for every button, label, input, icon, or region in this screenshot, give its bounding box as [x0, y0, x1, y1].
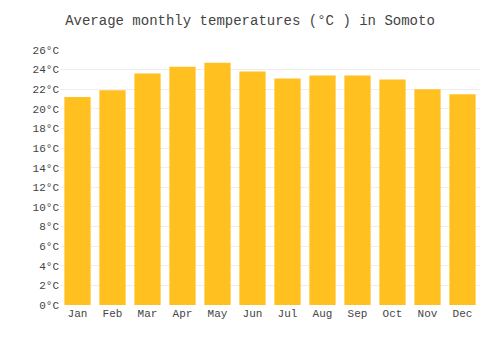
- svg-text:Feb: Feb: [103, 308, 123, 320]
- svg-text:Oct: Oct: [383, 308, 403, 320]
- svg-text:Jul: Jul: [278, 308, 298, 320]
- svg-text:Jan: Jan: [68, 308, 88, 320]
- svg-text:16°C: 16°C: [33, 143, 60, 155]
- svg-text:0°C: 0°C: [39, 300, 59, 312]
- svg-text:18°C: 18°C: [33, 123, 60, 135]
- svg-text:24°C: 24°C: [33, 64, 60, 76]
- svg-text:Jun: Jun: [243, 308, 263, 320]
- svg-text:Mar: Mar: [138, 308, 158, 320]
- svg-text:6°C: 6°C: [39, 241, 59, 253]
- svg-text:Average monthly temperatures (: Average monthly temperatures (°C ) in So…: [65, 13, 435, 29]
- svg-text:Apr: Apr: [173, 308, 193, 320]
- svg-text:Nov: Nov: [418, 308, 438, 320]
- svg-text:26°C: 26°C: [33, 45, 60, 57]
- svg-text:Sep: Sep: [348, 308, 368, 320]
- svg-text:Dec: Dec: [453, 308, 473, 320]
- svg-text:May: May: [208, 308, 228, 320]
- svg-text:20°C: 20°C: [33, 104, 60, 116]
- svg-text:Aug: Aug: [313, 308, 333, 320]
- svg-text:8°C: 8°C: [39, 221, 59, 233]
- svg-text:12°C: 12°C: [33, 182, 60, 194]
- svg-text:22°C: 22°C: [33, 84, 60, 96]
- svg-text:2°C: 2°C: [39, 280, 59, 292]
- svg-text:14°C: 14°C: [33, 163, 60, 175]
- svg-text:4°C: 4°C: [39, 261, 59, 273]
- svg-text:10°C: 10°C: [33, 202, 60, 214]
